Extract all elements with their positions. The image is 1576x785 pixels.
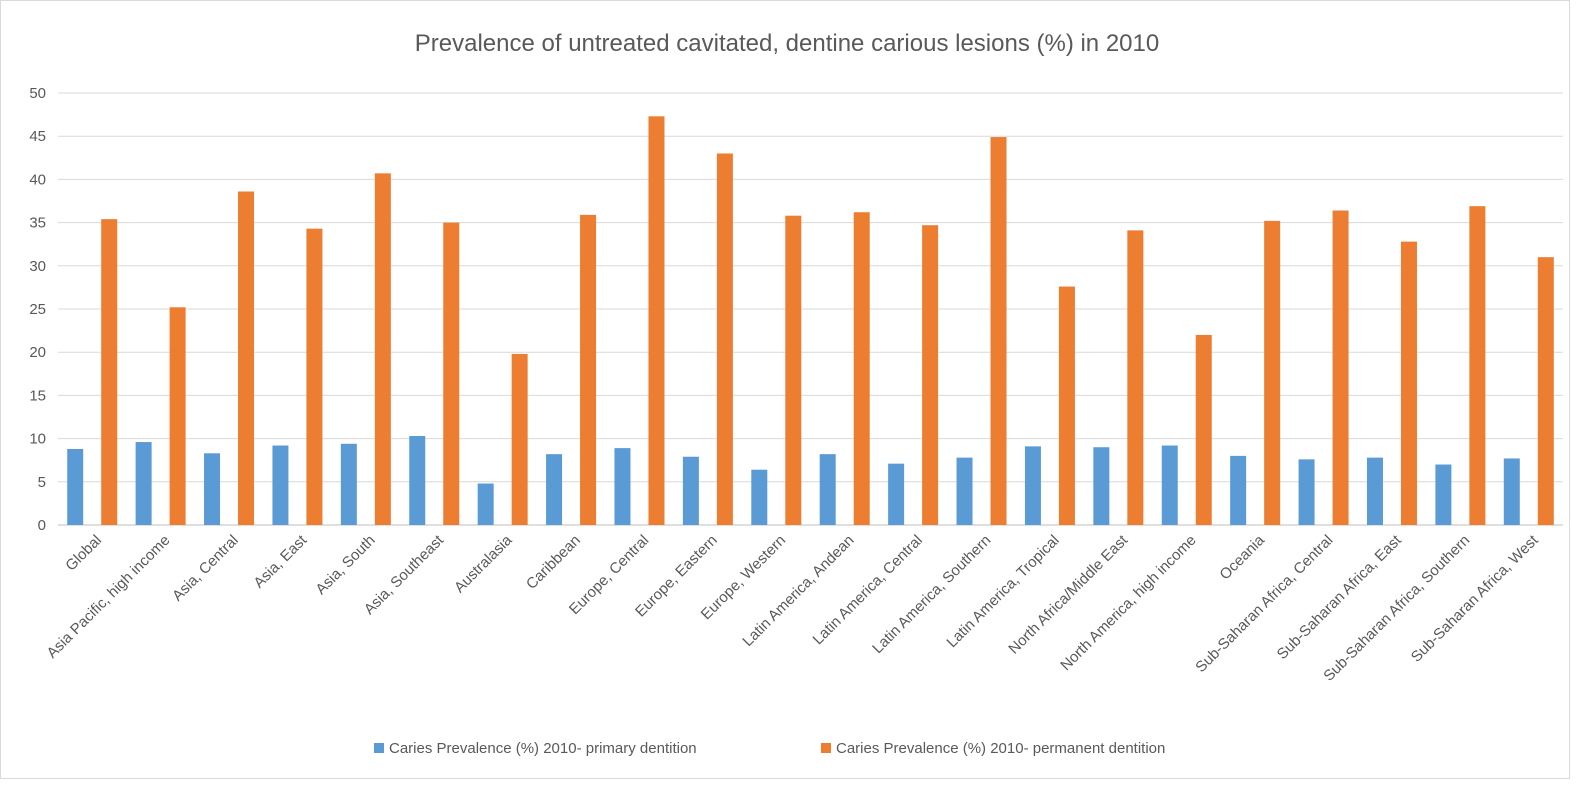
x-tick-label: Asia Pacific, high income — [44, 532, 174, 662]
bar — [1230, 455, 1247, 525]
bar — [716, 153, 733, 526]
y-tick-label: 30 — [29, 258, 46, 275]
bar — [682, 456, 699, 525]
legend-swatch — [821, 743, 831, 753]
bars — [67, 116, 1554, 526]
bar — [1024, 446, 1041, 525]
bar — [1161, 445, 1178, 525]
x-tick-label: Asia, South — [312, 532, 378, 598]
y-tick-label: 45 — [29, 128, 46, 145]
bar — [1469, 206, 1486, 525]
bar — [135, 442, 152, 525]
bar — [853, 212, 870, 525]
bar — [1058, 286, 1075, 525]
y-tick-label: 20 — [29, 344, 46, 361]
x-tick-label: Sub-Saharan Africa, Southern — [1320, 532, 1473, 685]
bar — [443, 222, 460, 525]
bar — [819, 454, 836, 525]
bar — [751, 469, 768, 525]
bar — [922, 225, 939, 525]
legend-label: Caries Prevalence (%) 2010- permanent de… — [836, 740, 1165, 757]
x-tick-label: North Africa/Middle East — [1005, 531, 1131, 657]
x-tick-label: Caribbean — [523, 532, 584, 593]
y-tick-label: 10 — [29, 431, 46, 448]
series-1 — [67, 436, 1520, 525]
x-tick-label: Latin America, Andean — [739, 532, 857, 650]
bar — [1435, 464, 1452, 525]
bar — [1503, 458, 1520, 525]
bar — [614, 448, 631, 525]
bar — [546, 454, 563, 525]
legend: Caries Prevalence (%) 2010- primary dent… — [374, 740, 1165, 757]
bar — [1195, 334, 1212, 525]
bar — [1298, 459, 1315, 525]
bar — [340, 443, 357, 525]
bar — [1127, 230, 1144, 525]
bar — [888, 463, 905, 525]
y-axis: 0 5 10 15 20 25 30 35 40 45 50 — [29, 85, 46, 534]
x-tick-label: Latin America, Tropical — [943, 532, 1062, 651]
y-tick-label: 35 — [29, 215, 46, 232]
bar — [1537, 257, 1554, 525]
bar — [990, 137, 1007, 525]
x-tick-label: Australasia — [451, 531, 516, 596]
bar — [409, 436, 426, 525]
bar — [67, 448, 84, 525]
bar — [204, 453, 221, 525]
x-tick-label: Sub-Saharan Africa, West — [1408, 531, 1542, 665]
y-tick-label: 25 — [29, 301, 46, 318]
x-tick-label: Global — [62, 532, 105, 575]
bar — [238, 191, 255, 525]
x-tick-label: North America, high income — [1057, 532, 1199, 674]
bar — [272, 445, 289, 525]
x-tick-label: Asia, Central — [169, 532, 242, 605]
bar — [1093, 447, 1110, 525]
bar — [1332, 210, 1349, 525]
x-tick-label: Sub-Saharan Africa, Central — [1192, 532, 1336, 676]
bar — [956, 457, 973, 525]
chart-title: Prevalence of untreated cavitated, denti… — [415, 30, 1159, 57]
legend-label: Caries Prevalence (%) 2010- primary dent… — [389, 740, 697, 757]
bar — [648, 116, 665, 525]
bar — [785, 215, 802, 526]
bar — [1400, 241, 1417, 525]
bar — [511, 353, 528, 525]
x-tick-label: Oceania — [1216, 531, 1268, 583]
bar — [477, 483, 494, 525]
bar — [1264, 220, 1281, 525]
legend-swatch — [374, 743, 384, 753]
y-tick-label: 5 — [38, 474, 46, 491]
bar — [169, 307, 186, 525]
y-tick-label: 15 — [29, 387, 46, 404]
legend-item: Caries Prevalence (%) 2010- primary dent… — [374, 740, 697, 757]
bar — [1366, 457, 1383, 525]
series-2 — [101, 116, 1554, 526]
bar — [101, 219, 118, 526]
bar — [374, 173, 391, 526]
bar — [580, 214, 597, 525]
y-tick-label: 0 — [38, 517, 46, 534]
y-tick-label: 50 — [29, 85, 46, 102]
bar — [306, 228, 323, 525]
x-tick-label: Sub-Saharan Africa, East — [1274, 531, 1406, 663]
y-tick-label: 40 — [29, 171, 46, 188]
legend-item: Caries Prevalence (%) 2010- permanent de… — [821, 740, 1165, 757]
x-tick-label: Latin America, Southern — [869, 532, 994, 657]
x-tick-label: Asia, East — [250, 531, 310, 591]
